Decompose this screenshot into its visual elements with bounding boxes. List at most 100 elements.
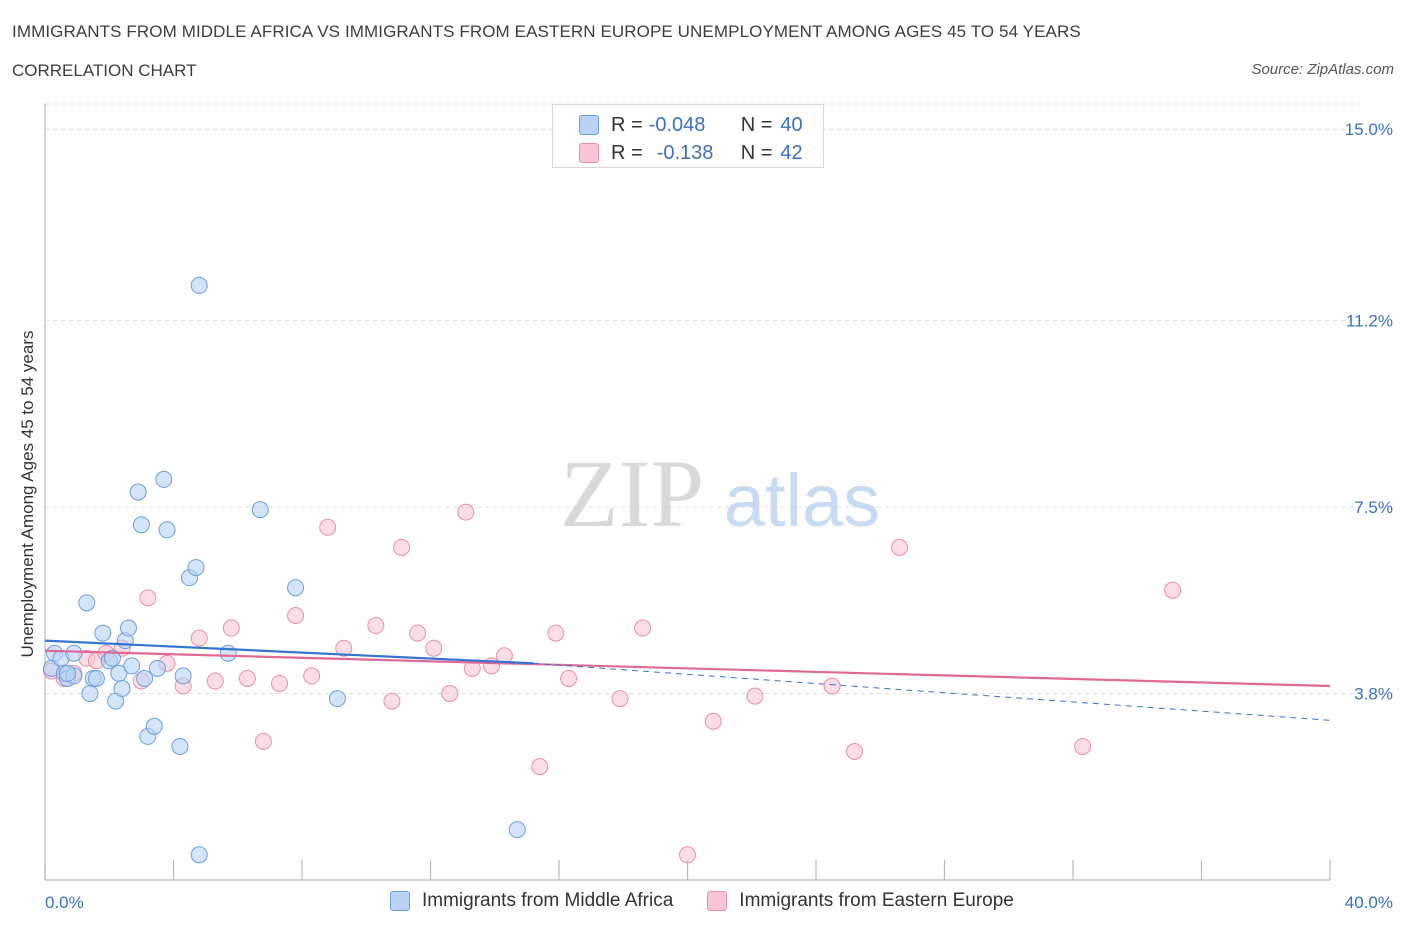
series-middle-africa-points: [42, 276, 526, 864]
data-point-middle-africa: [158, 521, 176, 539]
data-point-middle-africa: [132, 516, 150, 534]
series-legend: Immigrants from Middle Africa Immigrants…: [390, 890, 1048, 912]
data-point-middle-africa: [58, 664, 76, 682]
data-point-eastern-europe: [287, 606, 305, 624]
pink-swatch: [579, 143, 599, 163]
data-point-middle-africa: [190, 846, 208, 864]
data-point-eastern-europe: [383, 692, 401, 710]
y-tick-label: 11.2%: [1346, 312, 1393, 331]
data-point-eastern-europe: [1074, 737, 1092, 755]
data-point-middle-africa: [508, 821, 526, 839]
trend-extension-middle-africa: [533, 662, 1331, 721]
data-point-middle-africa: [251, 501, 269, 519]
data-point-middle-africa: [81, 685, 99, 703]
data-point-eastern-europe: [823, 677, 841, 695]
r-label: R =: [611, 113, 643, 136]
data-point-eastern-europe: [634, 619, 652, 637]
trend-line-middle-africa: [44, 639, 534, 665]
legend-item-middle-africa: Immigrants from Middle Africa: [390, 890, 673, 912]
watermark-zip: ZIP: [560, 440, 704, 547]
legend-label: Immigrants from Middle Africa: [422, 890, 674, 911]
data-point-eastern-europe: [206, 672, 224, 690]
trend-line-eastern-europe: [44, 649, 1331, 688]
data-point-middle-africa: [120, 619, 138, 637]
data-point-middle-africa: [219, 644, 237, 662]
data-point-eastern-europe: [531, 758, 549, 776]
x-tick-label: 40.0%: [1345, 893, 1393, 912]
data-point-middle-africa: [148, 659, 166, 677]
data-point-middle-africa: [171, 737, 189, 755]
axes: [44, 104, 1331, 881]
data-point-middle-africa: [287, 579, 305, 597]
r-value: -0.048: [648, 113, 706, 136]
data-point-eastern-europe: [367, 617, 385, 635]
blue-swatch: [390, 891, 410, 911]
data-point-middle-africa: [123, 657, 141, 675]
data-point-eastern-europe: [139, 589, 157, 607]
r-value: -0.138: [656, 141, 714, 164]
watermark: ZIP atlas: [560, 440, 880, 547]
n-value: 40: [780, 113, 803, 136]
grid-lines: [45, 103, 1365, 695]
data-point-middle-africa: [155, 470, 173, 488]
watermark-atlas: atlas: [724, 459, 880, 542]
n-value: 42: [780, 141, 803, 164]
data-point-middle-africa: [129, 483, 147, 501]
data-point-middle-africa: [174, 667, 192, 685]
data-point-middle-africa: [87, 669, 105, 687]
blue-swatch: [579, 115, 599, 135]
data-point-eastern-europe: [846, 743, 864, 761]
data-point-middle-africa: [136, 669, 154, 687]
data-point-eastern-europe: [547, 624, 565, 642]
data-point-middle-africa: [145, 717, 163, 735]
correlation-legend: R = -0.048 N = 40 R = -0.138 N = 42: [552, 104, 824, 168]
data-point-middle-africa: [65, 644, 83, 662]
chart-subtitle: CORRELATION CHART: [12, 61, 197, 80]
n-label: N =: [740, 141, 773, 164]
data-point-middle-africa: [94, 624, 112, 642]
data-point-eastern-europe: [457, 503, 475, 521]
trend-lines: [44, 639, 1331, 721]
r-label: R =: [611, 141, 643, 164]
legend-row-middle-africa: R = -0.048 N = 40: [579, 114, 803, 136]
data-point-eastern-europe: [1164, 581, 1182, 599]
data-point-eastern-europe: [303, 667, 321, 685]
data-point-eastern-europe: [704, 712, 722, 730]
data-point-middle-africa: [187, 559, 205, 577]
data-point-eastern-europe: [746, 687, 764, 705]
data-point-eastern-europe: [441, 685, 459, 703]
pink-swatch: [707, 891, 728, 911]
data-point-eastern-europe: [238, 669, 256, 687]
data-point-middle-africa: [113, 680, 131, 698]
data-point-middle-africa: [103, 649, 121, 667]
data-point-eastern-europe: [425, 639, 443, 657]
y-tick-label: 7.5%: [1354, 498, 1393, 517]
data-point-eastern-europe: [611, 690, 629, 708]
data-point-middle-africa: [78, 594, 96, 612]
x-tick-label: 0.0%: [45, 893, 84, 912]
data-point-eastern-europe: [319, 518, 337, 536]
data-point-eastern-europe: [409, 624, 427, 642]
legend-row-eastern-europe: R = -0.138 N = 42: [579, 142, 803, 164]
data-point-eastern-europe: [190, 629, 208, 647]
data-point-eastern-europe: [254, 732, 272, 750]
n-label: N =: [740, 113, 773, 136]
data-point-eastern-europe: [560, 669, 578, 687]
chart-title: IMMIGRANTS FROM MIDDLE AFRICA VS IMMIGRA…: [12, 22, 1081, 41]
data-point-middle-africa: [190, 276, 208, 294]
y-tick-label: 3.8%: [1354, 685, 1393, 704]
y-tick-label: 15.0%: [1345, 120, 1393, 139]
series-eastern-europe-points: [42, 503, 1182, 864]
data-point-eastern-europe: [271, 674, 289, 692]
legend-item-eastern-europe: Immigrants from Eastern Europe: [707, 890, 1014, 912]
tick-labels: 3.8% 7.5% 11.2% 15.0% 0.0% 40.0%: [45, 120, 1393, 912]
data-point-eastern-europe: [222, 619, 240, 637]
data-point-eastern-europe: [335, 639, 353, 657]
data-point-eastern-europe: [679, 846, 696, 864]
data-point-middle-africa: [328, 690, 346, 708]
legend-label: Immigrants from Eastern Europe: [739, 890, 1014, 911]
y-axis-label: Unemployment Among Ages 45 to 54 years: [18, 331, 37, 658]
source-credit: Source: ZipAtlas.com: [1251, 61, 1394, 78]
data-point-eastern-europe: [891, 538, 909, 556]
